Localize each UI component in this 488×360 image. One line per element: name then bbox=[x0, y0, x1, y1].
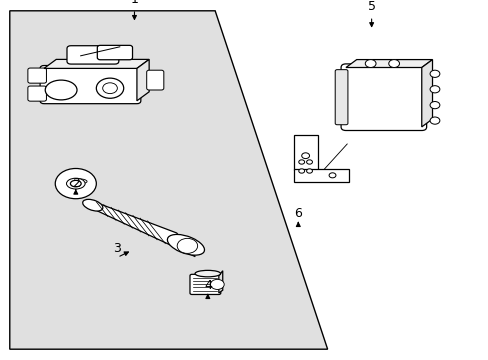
Text: 3: 3 bbox=[113, 242, 121, 255]
FancyBboxPatch shape bbox=[146, 70, 163, 90]
Circle shape bbox=[429, 70, 439, 77]
Text: 1: 1 bbox=[130, 0, 138, 6]
Text: 4: 4 bbox=[203, 279, 211, 292]
FancyBboxPatch shape bbox=[293, 135, 317, 170]
Circle shape bbox=[429, 86, 439, 93]
Ellipse shape bbox=[82, 199, 102, 211]
Circle shape bbox=[429, 117, 439, 124]
Ellipse shape bbox=[45, 80, 77, 100]
FancyBboxPatch shape bbox=[341, 64, 426, 131]
Ellipse shape bbox=[68, 179, 87, 184]
Circle shape bbox=[388, 60, 399, 68]
Circle shape bbox=[177, 238, 197, 253]
Circle shape bbox=[306, 169, 312, 173]
FancyBboxPatch shape bbox=[40, 66, 141, 104]
FancyBboxPatch shape bbox=[189, 274, 220, 294]
Ellipse shape bbox=[70, 180, 81, 187]
Polygon shape bbox=[44, 59, 149, 68]
Circle shape bbox=[306, 160, 312, 164]
Text: 5: 5 bbox=[367, 0, 375, 13]
Circle shape bbox=[328, 173, 335, 178]
Text: 2: 2 bbox=[72, 177, 80, 190]
Circle shape bbox=[210, 279, 224, 289]
Circle shape bbox=[365, 60, 375, 68]
Ellipse shape bbox=[66, 178, 85, 189]
Circle shape bbox=[301, 153, 309, 158]
Ellipse shape bbox=[195, 270, 220, 277]
Circle shape bbox=[102, 83, 117, 94]
FancyBboxPatch shape bbox=[334, 70, 347, 125]
Circle shape bbox=[429, 102, 439, 109]
Polygon shape bbox=[346, 59, 432, 68]
FancyBboxPatch shape bbox=[28, 68, 46, 83]
FancyBboxPatch shape bbox=[97, 45, 132, 60]
Polygon shape bbox=[10, 11, 327, 349]
Circle shape bbox=[298, 169, 304, 173]
Circle shape bbox=[96, 78, 123, 98]
Polygon shape bbox=[219, 271, 223, 293]
Circle shape bbox=[55, 168, 96, 199]
Ellipse shape bbox=[167, 234, 204, 255]
FancyBboxPatch shape bbox=[293, 169, 348, 182]
Polygon shape bbox=[421, 59, 432, 127]
Polygon shape bbox=[137, 59, 149, 101]
FancyBboxPatch shape bbox=[67, 46, 119, 64]
Circle shape bbox=[298, 160, 304, 164]
FancyBboxPatch shape bbox=[28, 86, 46, 101]
Text: 6: 6 bbox=[294, 207, 302, 220]
Polygon shape bbox=[88, 199, 195, 257]
